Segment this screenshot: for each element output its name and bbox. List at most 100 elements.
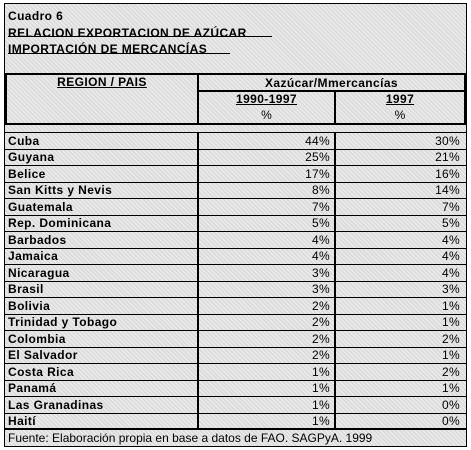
cell-border [5,132,199,150]
cell-border [5,280,199,298]
value: 21% [435,150,460,164]
value: 2% [312,298,330,313]
cell-border [5,181,199,199]
unit-header: % [261,108,272,122]
cell-border [334,412,336,430]
period-header: 1990-1997 [236,92,297,106]
value: 4% [442,249,460,263]
value: 14% [435,183,460,197]
value: 25% [305,150,330,164]
cell-border [5,379,199,397]
country: El Salvador [8,348,78,362]
cell-border [5,165,199,183]
value: 17% [305,166,330,181]
cell-border [5,231,199,249]
country: Panamá [8,381,57,395]
cell-border [5,330,199,348]
value: 3% [312,265,330,280]
title-line: IMPORTACIÓN DE MERCANCÍAS [8,42,208,56]
country: San Kitts y Nevis [8,183,113,197]
cell-border [5,412,199,430]
value: 3% [442,282,460,296]
value: 7% [442,199,460,214]
cell-border [5,247,199,265]
value: 8% [312,183,330,197]
cell-border [334,247,336,265]
value: 2% [442,364,460,379]
title-label: Cuadro 6 [8,9,64,23]
value: 30% [435,133,460,148]
value: 2% [312,348,330,362]
country: Barbados [8,232,67,247]
cell-border [334,264,336,282]
cell-border [5,297,199,315]
value: 1% [442,348,460,362]
country: Colombia [8,331,66,346]
cell-border [334,330,336,348]
country: Trinidad y Tobago [8,315,118,329]
country: Cuba [8,133,40,148]
cell-border [334,165,336,183]
cell-border [5,396,199,414]
value: 1% [312,381,330,395]
country: Jamaica [8,249,59,263]
value: 2% [312,331,330,346]
cell-border [334,363,336,381]
strike-line [8,36,272,37]
value: 1% [312,364,330,379]
cell-border [334,132,336,150]
cell-border [334,148,336,166]
cell-border [5,148,199,166]
cell-border [334,346,336,364]
cell-border [334,198,336,216]
cell-border [5,214,199,232]
country: Guyana [8,150,55,164]
document: Cuadro 6 RELACION EXPORTACION DE AZÚCAR … [4,3,467,447]
value: 1% [312,397,330,412]
cell-border [5,363,199,381]
country: Belice [8,166,46,181]
cell-border [334,396,336,414]
value: 2% [312,315,330,329]
country: Costa Rica [8,364,75,379]
cell-border [334,181,336,199]
value: 5% [312,216,330,230]
value: 3% [312,282,330,296]
value: 1% [442,381,460,395]
cell-border [334,379,336,397]
header-cell [334,90,466,125]
header-text: Xazúcar/Mmercancías [264,76,398,90]
cell-border [334,231,336,249]
unit-header: % [394,108,406,122]
value: 1% [442,315,460,329]
footer: Fuente: Elaboración propia en base a dat… [8,431,373,445]
country: Brasil [8,282,44,296]
country: Guatemala [8,199,73,214]
period-header: 1997 [385,92,415,106]
cell-border [5,198,199,216]
row-border [5,412,466,430]
cell-border [334,280,336,298]
value: 5% [442,216,460,230]
value: 4% [442,232,460,247]
value: 0% [442,397,460,412]
value: 7% [312,199,330,214]
strike-line [8,53,230,54]
value: 2% [442,331,460,346]
value: 0% [442,414,460,428]
rule [5,428,466,429]
country: Bolivia [8,298,51,313]
country: Haití [8,414,37,428]
value: 16% [435,166,460,181]
country: Rep. Dominicana [8,216,112,230]
cell-border [334,313,336,331]
cell-border [5,313,199,331]
cell-border [5,346,199,364]
value: 1% [442,298,460,313]
value: 4% [312,232,330,247]
header-text: REGION / PAIS [57,75,147,89]
country: Nicaragua [8,265,70,280]
cell-border [334,214,336,232]
cell-border [5,264,199,282]
country: Las Granadinas [8,397,104,412]
